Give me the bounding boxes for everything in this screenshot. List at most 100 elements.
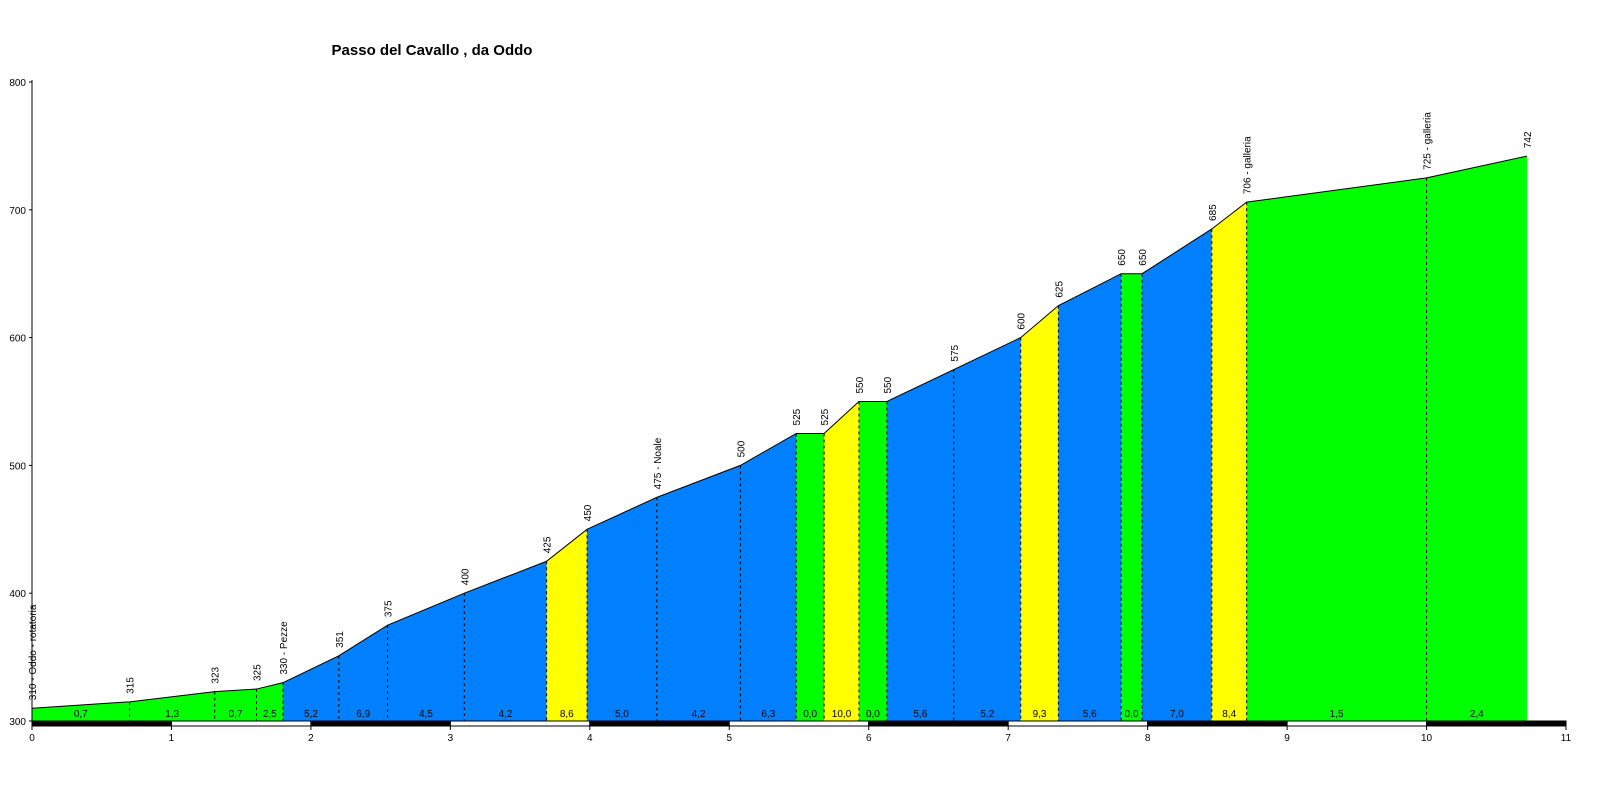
point-label: 315	[126, 677, 137, 694]
gradient-label: 8,4	[1222, 709, 1236, 720]
segment-fill	[656, 465, 741, 721]
segment-fill	[338, 625, 388, 721]
km-bar	[1147, 720, 1288, 727]
x-tick-label: 11	[1561, 733, 1572, 744]
km-bar	[1426, 720, 1567, 727]
gradient-label: 5,2	[980, 709, 994, 720]
point-labels: 310 - Oddo - rotatoria 315 323 325 330 - Pez…	[28, 112, 1534, 701]
point-label: 475 - Noale	[653, 437, 664, 489]
gradient-label: 0,7	[229, 709, 243, 720]
gradient-label: 9,3	[1033, 709, 1047, 720]
segment-fill	[1058, 273, 1122, 721]
gradient-label: 5,0	[615, 709, 629, 720]
segment-fill	[546, 529, 588, 721]
y-tick-label: 500	[9, 461, 26, 472]
segment-fill	[129, 691, 215, 721]
km-bar	[310, 720, 451, 727]
y-tick-label: 300	[9, 717, 26, 728]
segment-fill	[858, 401, 887, 721]
point-label: 425	[543, 536, 554, 553]
segment-fill	[387, 593, 465, 721]
point-label: 625	[1054, 281, 1065, 298]
point-label: 725 - galleria	[1423, 112, 1434, 170]
point-label: 330 - Pezze	[279, 621, 290, 675]
segment-fill	[1020, 305, 1059, 721]
segment-fill	[886, 369, 954, 721]
point-label: 525	[820, 408, 831, 425]
gradient-label: 4,2	[692, 709, 706, 720]
gradient-label: 0,7	[74, 709, 88, 720]
point-label: 323	[211, 666, 222, 683]
segment-fill	[256, 682, 284, 721]
point-label: 742	[1523, 131, 1534, 148]
km-bar	[728, 720, 870, 727]
point-label: 310 - Oddo - rotatoria	[28, 604, 39, 700]
point-label: 375	[384, 600, 395, 617]
gradient-label: 8,6	[560, 709, 574, 720]
km-bar	[1007, 720, 1149, 727]
point-label: 450	[583, 504, 594, 521]
x-tick-label: 5	[726, 733, 732, 744]
gradient-label: 5,6	[913, 709, 927, 720]
x-tick-label: 2	[308, 733, 314, 744]
chart-title: Passo del Cavallo , da Oddo	[332, 42, 533, 59]
gradient-label: 6,9	[356, 709, 370, 720]
km-bar	[868, 720, 1009, 727]
segment-fill	[1211, 202, 1247, 721]
gradient-labels: 0,7 1,3 0,7 2,5 5,2 6,9 4,5 4,2 8,6 5,0 4,2 6,3 0,0 1…	[74, 709, 1484, 720]
axes: 300 400 500 600 700 800 0 1 2 3 4 5 6 7 8 9 10 11	[9, 78, 1571, 744]
y-tick-label: 400	[9, 589, 26, 600]
gradient-label: 0,0	[866, 709, 880, 720]
x-tick-label: 4	[587, 733, 593, 744]
point-label: 650	[1138, 249, 1149, 266]
segment-fill	[1142, 228, 1212, 721]
gradient-label: 0,0	[1125, 709, 1139, 720]
x-tick-label: 7	[1005, 733, 1011, 744]
segment-fill	[283, 655, 339, 721]
x-tick-label: 1	[169, 733, 175, 744]
segment-fill	[953, 337, 1021, 721]
gradient-label: 4,2	[498, 709, 512, 720]
km-bar	[1286, 720, 1428, 727]
km-bar	[170, 720, 312, 727]
segment-fill	[214, 689, 257, 721]
x-tick-label: 6	[866, 733, 872, 744]
x-tick-label: 0	[29, 733, 35, 744]
segment-fill	[824, 401, 859, 721]
gradient-label: 7,0	[1170, 709, 1184, 720]
point-label: 706 - galleria	[1243, 136, 1254, 194]
point-label: 400	[460, 568, 471, 585]
y-tick-label: 800	[9, 78, 26, 89]
point-label: 500	[736, 440, 747, 457]
segment-fill	[1246, 177, 1427, 722]
point-label: 550	[855, 376, 866, 393]
point-label: 575	[950, 344, 961, 361]
gradient-label: 0,0	[803, 709, 817, 720]
point-label: 650	[1117, 249, 1128, 266]
x-tick-label: 9	[1284, 733, 1290, 744]
gradient-label: 4,5	[419, 709, 433, 720]
profile-fills	[32, 156, 1527, 722]
x-tick-label: 3	[448, 733, 454, 744]
segment-fill	[796, 433, 825, 721]
point-label: 325	[253, 664, 264, 681]
gradient-label: 2,4	[1470, 709, 1484, 720]
km-bar	[31, 720, 172, 727]
gradient-label: 1,5	[1330, 709, 1344, 720]
point-label: 351	[335, 631, 346, 648]
gradient-label: 2,5	[263, 709, 277, 720]
profile-line	[31, 155, 1528, 709]
gradient-label: 10,0	[832, 709, 852, 720]
point-label: 550	[883, 376, 894, 393]
y-tick-label: 600	[9, 334, 26, 345]
gradient-label: 5,6	[1083, 709, 1097, 720]
point-label: 600	[1017, 312, 1028, 329]
x-tick-label: 10	[1421, 733, 1433, 744]
x-tick-label: 8	[1145, 733, 1151, 744]
segment-fill	[464, 561, 547, 721]
km-bar	[449, 720, 591, 727]
segment-fill	[740, 433, 797, 721]
km-bar	[589, 720, 730, 727]
point-label: 525	[792, 408, 803, 425]
